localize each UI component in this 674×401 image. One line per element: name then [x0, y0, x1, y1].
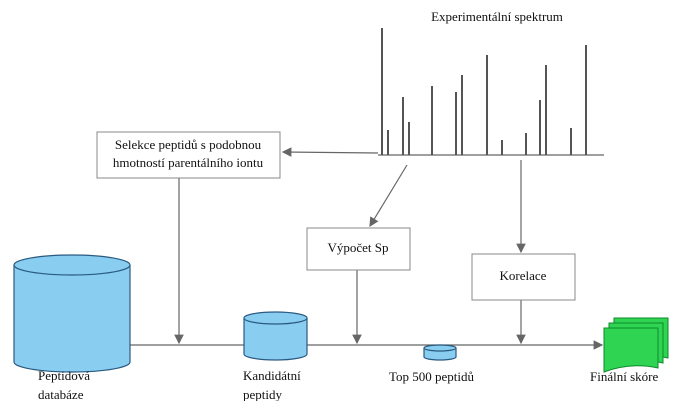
top500-cylinder [423, 344, 457, 361]
node-label: peptidy [243, 387, 282, 401]
node-label: Peptidová [38, 368, 90, 383]
candidates-cylinder [243, 311, 308, 361]
node-label: Korelace [500, 268, 547, 283]
spectrum-title: Experimentální spektrum [431, 9, 563, 24]
node-label: Kandidátní [243, 368, 301, 383]
node-label: databáze [38, 387, 84, 401]
arrows [130, 147, 604, 350]
node-label: Selekce peptidů s podobnou [115, 137, 262, 152]
correlation-box [471, 253, 576, 301]
spectrum [378, 28, 604, 156]
node-label: Výpočet Sp [327, 240, 388, 255]
node-label: Top 500 peptidů [389, 369, 475, 384]
sp-box [306, 227, 411, 271]
node-label: Finální skóre [590, 369, 658, 384]
node-label: hmotností parentálního iontu [113, 155, 264, 170]
database-cylinder [13, 254, 131, 373]
selection-box [96, 131, 281, 179]
score-documents [603, 317, 669, 373]
